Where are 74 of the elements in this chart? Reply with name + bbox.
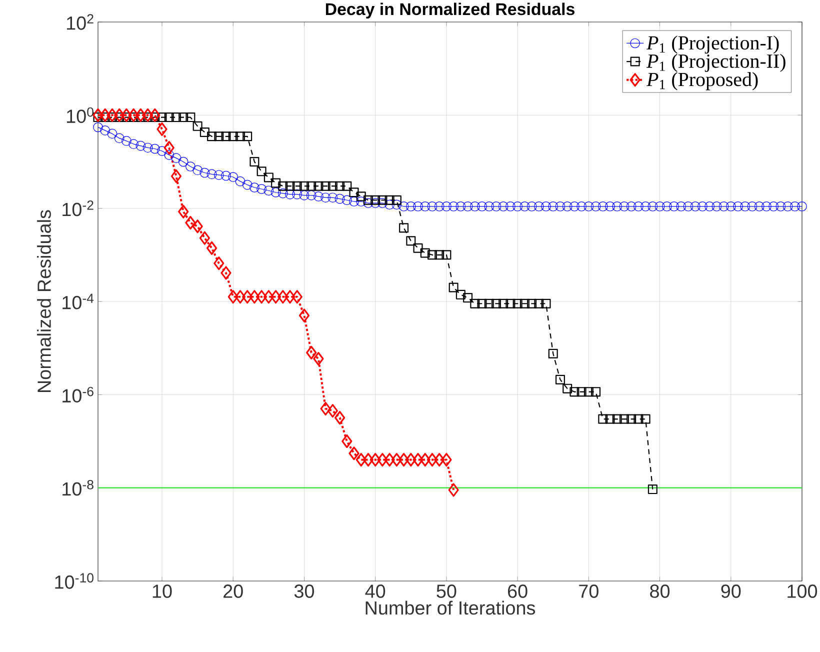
y-tick-label: 10$^{2}$ (67, 14, 94, 30)
point (391, 452, 402, 467)
point (342, 434, 352, 448)
point (150, 108, 160, 122)
point (114, 108, 125, 122)
x-axis-title: Number of Iterations (366, 600, 536, 615)
point (448, 483, 459, 497)
point (92, 108, 104, 122)
point (377, 452, 388, 467)
point (242, 290, 253, 304)
point (121, 108, 132, 122)
x-tick-label: 50 (436, 584, 456, 598)
x-tick-label: 70 (579, 584, 598, 598)
point (249, 290, 260, 304)
point (128, 108, 139, 122)
point (298, 308, 310, 322)
point (206, 241, 218, 255)
x-tick-label: 100 (788, 584, 818, 598)
point (284, 290, 296, 304)
point (334, 410, 346, 425)
point (185, 216, 196, 230)
y-tick-label: 10$^{-2}$ (62, 200, 94, 216)
point (426, 452, 438, 467)
point (270, 290, 282, 304)
point (164, 140, 174, 155)
point (313, 352, 324, 366)
point (398, 452, 410, 467)
y-tick-label: 10$^{-8}$ (62, 480, 94, 496)
legend-label: P$_{1}$ (Projection-I) (646, 36, 779, 54)
point (135, 108, 146, 122)
point (278, 290, 288, 304)
x-tick-label: 10 (152, 584, 172, 598)
point (292, 290, 302, 304)
y-tick-label: 10$^{-10}$ (55, 573, 94, 589)
legend-label: P$_{1}$ (Projection-II) (646, 54, 786, 72)
y-tick-label: 10$^{0}$ (67, 107, 94, 123)
x-tick-label: 60 (508, 584, 528, 598)
point (420, 452, 430, 467)
legend-label: P$_{1}$ (Proposed) (646, 72, 758, 90)
point (320, 402, 331, 416)
x-tick-label: 90 (721, 584, 741, 598)
point (142, 108, 154, 122)
point (356, 452, 366, 467)
point (384, 452, 395, 467)
point (348, 446, 360, 460)
point (106, 108, 118, 122)
x-tick-label: 30 (294, 584, 314, 598)
point (234, 290, 246, 304)
y-tick-label: 10$^{-4}$ (62, 294, 94, 310)
point (156, 122, 168, 136)
point (406, 452, 416, 467)
x-tick-label: 80 (650, 584, 670, 598)
point (327, 404, 338, 418)
point (199, 231, 210, 245)
x-tick-label: 20 (224, 584, 243, 598)
point (214, 256, 224, 270)
point (192, 220, 203, 234)
y-axis-title: Normalized Residuals (37, 210, 51, 392)
point (170, 169, 182, 183)
point (100, 108, 110, 122)
point (412, 452, 424, 467)
point (256, 290, 267, 304)
point (228, 290, 238, 304)
x-tick-label: 40 (365, 584, 386, 598)
point (441, 452, 452, 467)
y-tick-label: 10$^{-6}$ (62, 386, 94, 402)
point (263, 290, 274, 304)
point (178, 204, 189, 218)
point (306, 346, 317, 360)
chart-title: Decay in Normalized Residuals (326, 2, 574, 18)
point (220, 266, 232, 280)
point (362, 452, 374, 467)
point (370, 452, 381, 467)
point (434, 452, 445, 467)
